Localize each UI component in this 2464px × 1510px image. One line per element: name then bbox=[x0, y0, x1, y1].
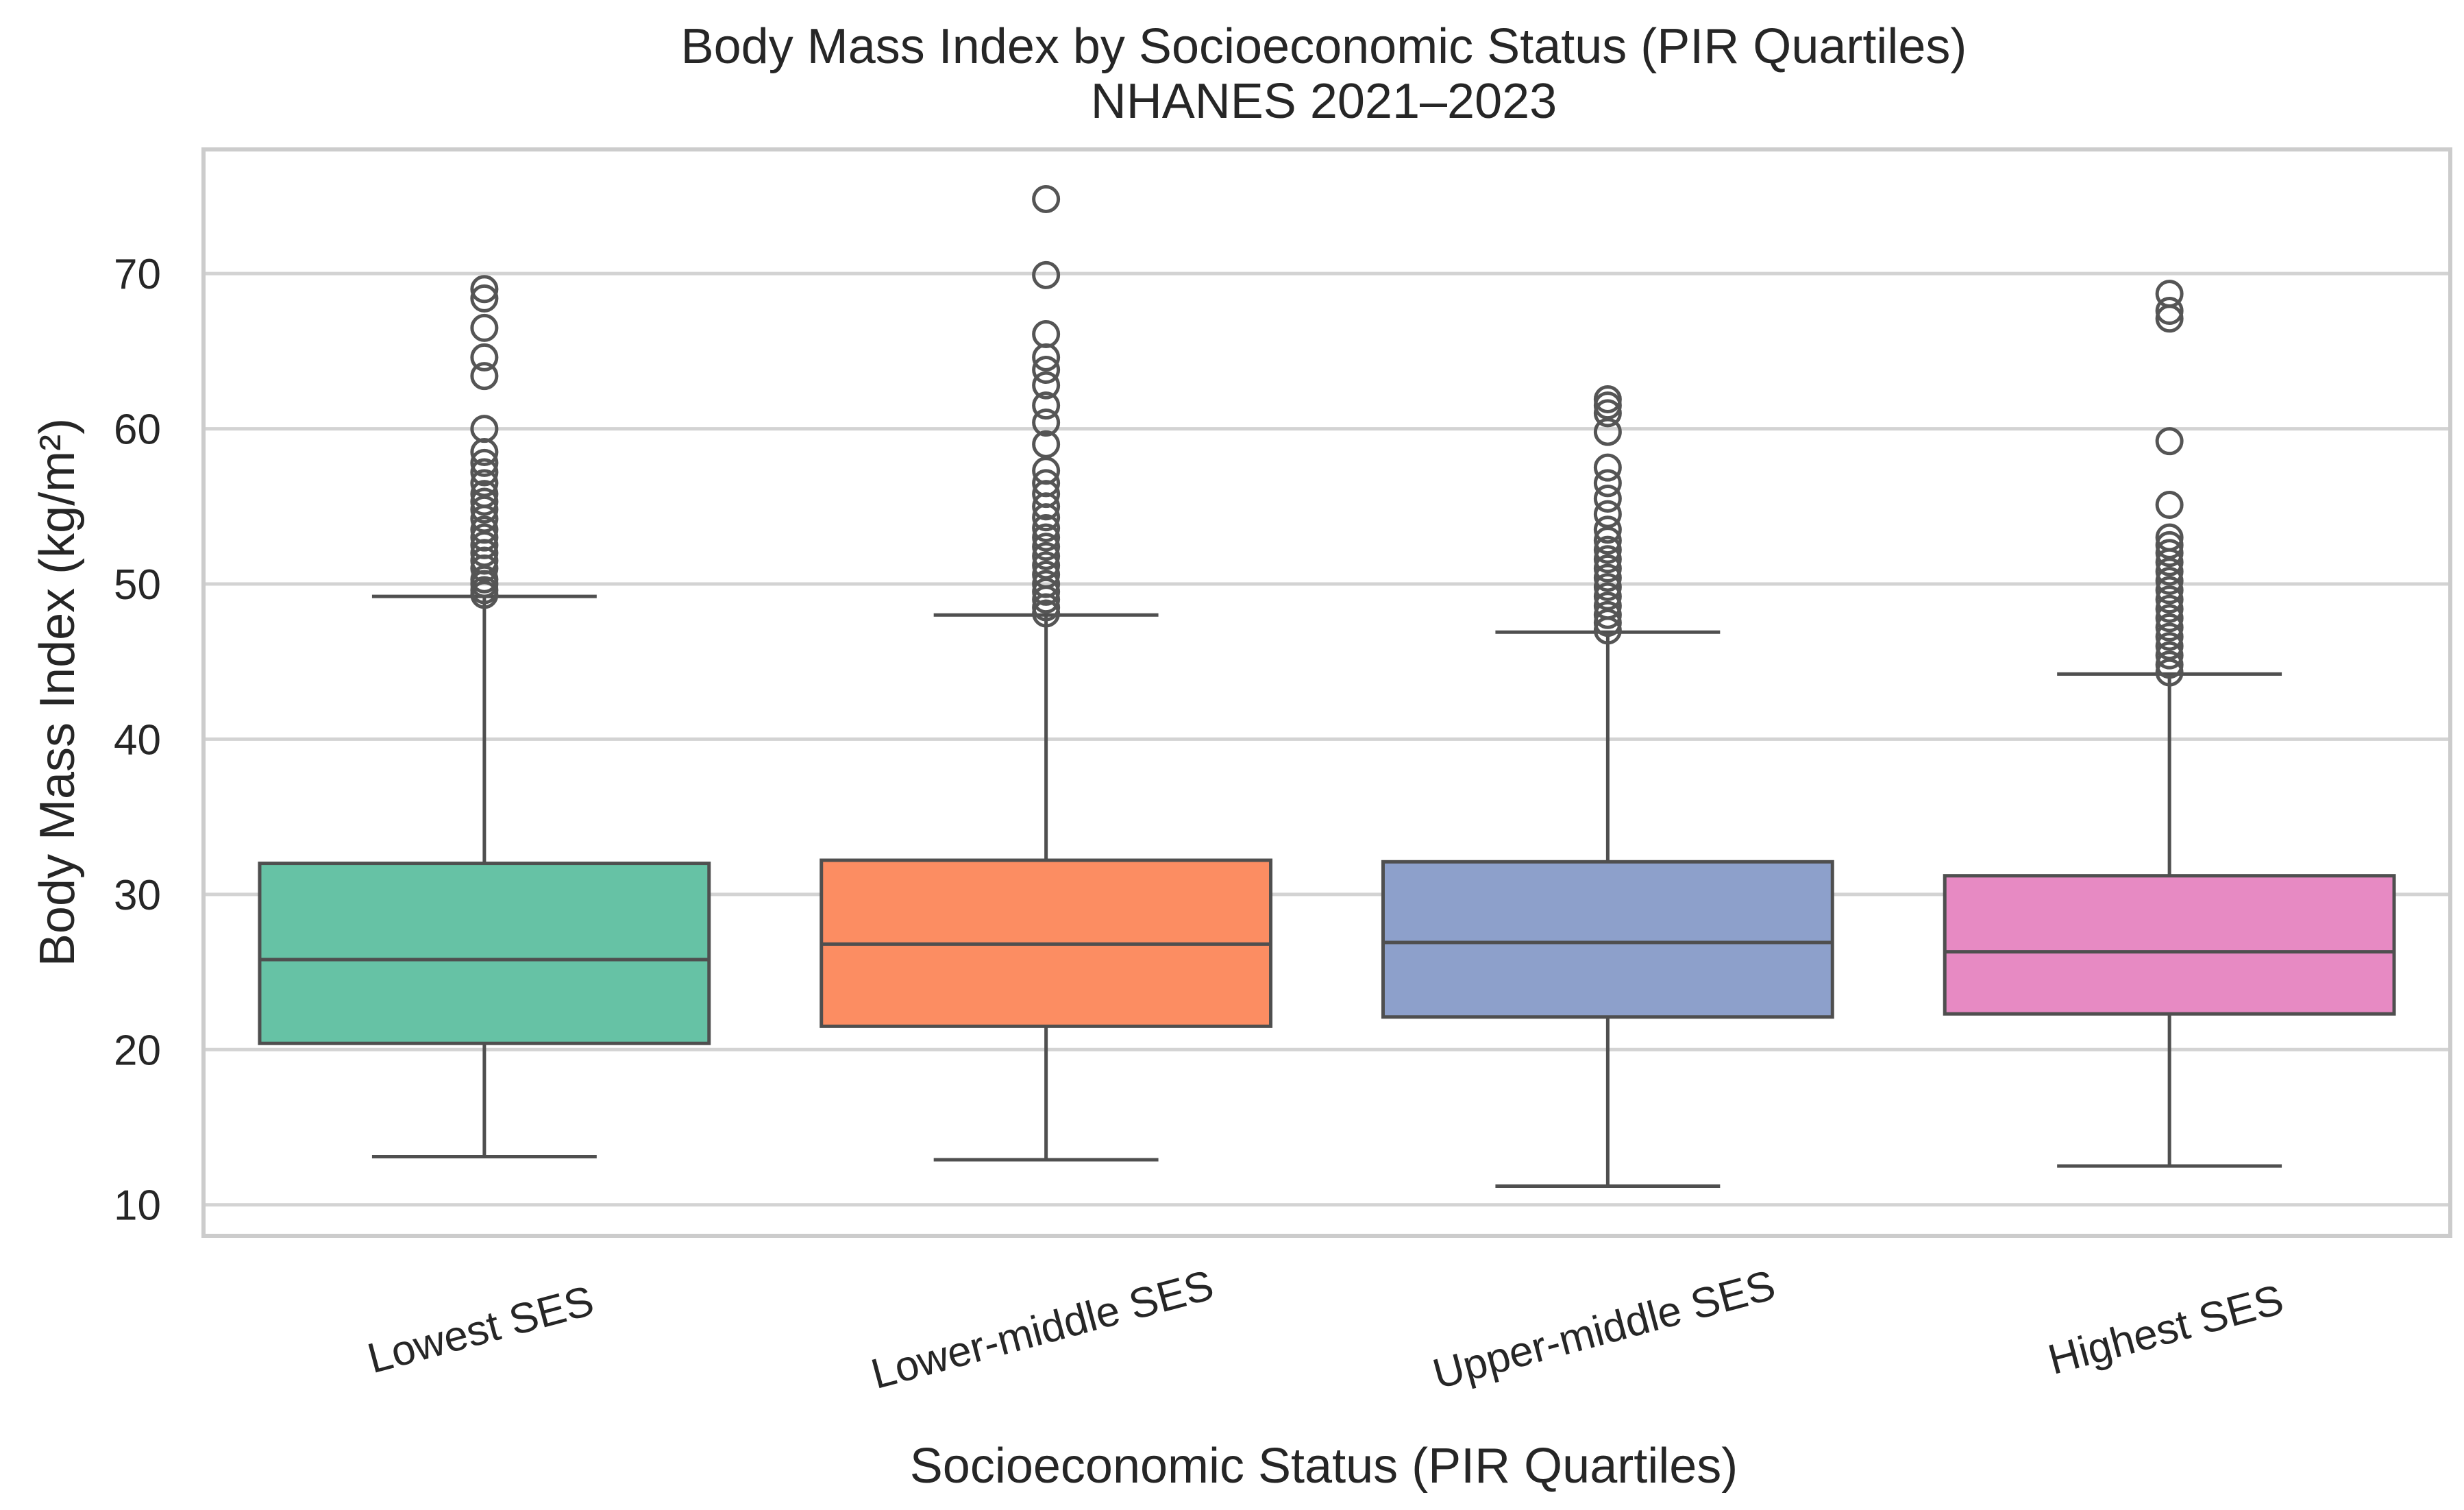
outlier-point bbox=[2155, 632, 2184, 661]
outlier-point bbox=[470, 415, 499, 443]
outlier-point bbox=[2155, 491, 2184, 520]
outlier-point bbox=[2155, 576, 2184, 605]
outlier-point bbox=[1032, 184, 1061, 213]
outlier-point bbox=[2155, 594, 2184, 623]
x-tick-label: Upper-middle SES bbox=[1428, 1261, 1780, 1398]
chart-title: Body Mass Index by Socioeconomic Status … bbox=[681, 19, 1967, 74]
outlier-point bbox=[1032, 469, 1061, 498]
outlier-point bbox=[1593, 399, 1622, 428]
box-group-4 bbox=[1943, 280, 2396, 1168]
y-tick-label: 20 bbox=[114, 1027, 161, 1074]
grid-layer bbox=[204, 271, 2450, 1207]
y-tick-label: 30 bbox=[114, 872, 161, 919]
outlier-point bbox=[1032, 551, 1061, 580]
outlier-point bbox=[1593, 563, 1622, 592]
boxes-layer bbox=[258, 184, 2396, 1189]
x-tick-label: Lowest SES bbox=[363, 1277, 599, 1383]
outlier-point bbox=[1593, 554, 1622, 583]
outlier-point bbox=[1032, 391, 1061, 420]
iqr-box bbox=[1943, 874, 2396, 1016]
y-axis-ticks: 10 20 30 40 50 60 70 bbox=[114, 251, 161, 1230]
outlier-point bbox=[1593, 600, 1622, 629]
outlier-point bbox=[2155, 641, 2184, 670]
box-group-2 bbox=[820, 184, 1273, 1162]
outlier-point bbox=[2155, 650, 2184, 679]
outlier-point bbox=[470, 284, 499, 313]
outlier-point bbox=[1032, 356, 1061, 385]
outlier-point bbox=[470, 469, 499, 498]
iqr-box bbox=[1381, 860, 1834, 1019]
outlier-point bbox=[2155, 566, 2184, 595]
y-tick-label: 50 bbox=[114, 561, 161, 609]
y-tick-label: 70 bbox=[114, 251, 161, 298]
outlier-point bbox=[1032, 570, 1061, 598]
outlier-point bbox=[470, 275, 499, 304]
box-group-1 bbox=[258, 275, 711, 1159]
outlier-point bbox=[470, 362, 499, 391]
outlier-point bbox=[1032, 409, 1061, 437]
outlier-point bbox=[1593, 515, 1622, 544]
outlier-point bbox=[2155, 539, 2184, 568]
box-group-3 bbox=[1381, 385, 1834, 1189]
outlier-point bbox=[2155, 427, 2184, 456]
outlier-point bbox=[470, 523, 499, 552]
outlier-point bbox=[2155, 280, 2184, 308]
iqr-box bbox=[258, 862, 711, 1045]
y-tick-label: 60 bbox=[114, 406, 161, 454]
outlier-point bbox=[470, 515, 499, 544]
outlier-point bbox=[470, 448, 499, 477]
outlier-point bbox=[470, 487, 499, 516]
outlier-point bbox=[470, 480, 499, 509]
x-axis-ticks: Lowest SES Lower-middle SES Upper-middle S… bbox=[363, 1261, 2289, 1398]
outlier-point bbox=[1593, 535, 1622, 564]
x-tick-label: Lower-middle SES bbox=[866, 1261, 1218, 1398]
outlier-point bbox=[1593, 484, 1622, 513]
x-axis-label: Socioeconomic Status (PIR Quartiles) bbox=[910, 1439, 1738, 1494]
outlier-point bbox=[1032, 533, 1061, 561]
outlier-point bbox=[2155, 296, 2184, 325]
outlier-point bbox=[1032, 560, 1061, 589]
outlier-point bbox=[1593, 545, 1622, 574]
x-tick-label: Highest SES bbox=[2043, 1276, 2288, 1384]
outlier-point bbox=[1032, 430, 1061, 459]
outlier-point bbox=[2155, 622, 2184, 651]
chart-subtitle: NHANES 2021–2023 bbox=[1091, 74, 1557, 129]
outlier-point bbox=[2155, 604, 2184, 633]
outlier-point bbox=[1593, 500, 1622, 528]
outlier-point bbox=[1032, 319, 1061, 348]
outlier-point bbox=[1032, 513, 1061, 542]
outlier-point bbox=[1032, 371, 1061, 400]
outlier-point bbox=[2155, 523, 2184, 552]
plot-frame bbox=[201, 147, 2452, 1238]
outlier-point bbox=[470, 458, 499, 487]
outlier-point bbox=[1593, 592, 1622, 620]
outlier-point bbox=[470, 313, 499, 342]
outlier-point bbox=[470, 343, 499, 372]
outlier-point bbox=[1032, 260, 1061, 289]
outlier-point bbox=[1593, 385, 1622, 414]
y-axis-label: Body Mass Index (kg/m²) bbox=[30, 418, 85, 966]
y-tick-label: 10 bbox=[114, 1182, 161, 1230]
outlier-point bbox=[1593, 573, 1622, 602]
outlier-point bbox=[1593, 582, 1622, 611]
outlier-point bbox=[2155, 613, 2184, 642]
outlier-point bbox=[1032, 541, 1061, 570]
y-tick-label: 40 bbox=[114, 716, 161, 764]
outlier-point bbox=[1032, 523, 1061, 552]
outlier-point bbox=[1593, 469, 1622, 498]
outlier-point bbox=[1593, 453, 1622, 482]
outlier-point bbox=[2155, 531, 2184, 559]
outlier-point bbox=[2155, 585, 2184, 614]
